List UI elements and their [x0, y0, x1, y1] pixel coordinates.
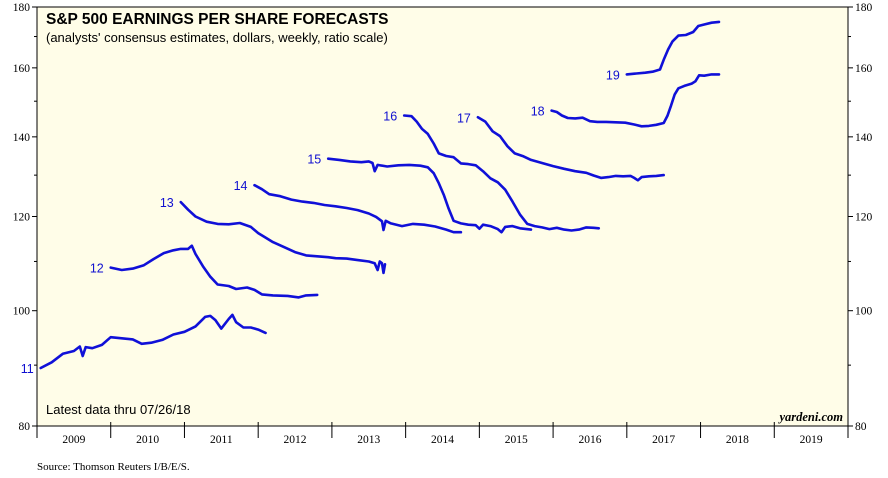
chart-title: S&P 500 EARNINGS PER SHARE FORECASTS	[46, 11, 389, 28]
series-label-15: 15	[307, 153, 321, 167]
y-tick-label-left: 180	[13, 2, 31, 14]
series-label-11: 11	[21, 362, 34, 376]
x-tick-label: 2009	[62, 434, 85, 446]
y-tick-label-right: 120	[855, 212, 873, 224]
x-tick-label: 2015	[505, 434, 528, 446]
y-tick-label-left: 140	[13, 132, 31, 144]
x-tick-label: 2012	[284, 434, 307, 446]
series-label-13: 13	[160, 196, 174, 210]
y-tick-label-right: 160	[855, 63, 873, 75]
series-line-12	[109, 244, 319, 299]
x-tick-label: 2018	[726, 434, 749, 446]
series-label-18: 18	[531, 105, 545, 119]
x-axis: 2009 2010 2011 2012 2013 2014 2015 2016 2017 2018…	[36, 422, 849, 446]
series-line-17	[476, 116, 665, 182]
y-tick-label-left: 160	[13, 63, 31, 75]
series-line-13	[179, 200, 387, 275]
series-label-19: 19	[606, 68, 620, 82]
x-tick-label: 2011	[210, 434, 233, 446]
x-tick-label: 2017	[652, 434, 675, 446]
series-line-11	[39, 313, 267, 370]
y-tick-label-left: 120	[13, 212, 31, 224]
y-tick-label-left: 80	[19, 421, 31, 433]
series-label-17: 17	[457, 111, 471, 125]
series-labels: 11 12 13 14 15 16 17 18 19	[21, 68, 620, 376]
series-line-19	[625, 20, 721, 76]
series-label-12: 12	[90, 262, 104, 276]
source-note: Source: Thomson Reuters I/B/E/S.	[37, 461, 190, 473]
y-tick-label-right: 80	[855, 421, 867, 433]
x-tick-label: 2010	[136, 434, 159, 446]
series-line-16	[402, 114, 601, 232]
x-tick-label: 2014	[431, 434, 454, 446]
x-tick-label: 2019	[800, 434, 823, 446]
series-label-16: 16	[383, 110, 397, 124]
plot-background	[37, 7, 848, 426]
series-line-15	[326, 157, 533, 234]
y-tick-label-left: 100	[13, 306, 31, 318]
y-tick-label-right: 180	[855, 2, 873, 14]
series-label-14: 14	[234, 179, 248, 193]
series-lines	[39, 20, 721, 370]
x-tick-label: 2016	[578, 434, 601, 446]
chart-subtitle: (analysts' consensus estimates, dollars,…	[46, 30, 388, 45]
series-line-18	[550, 73, 721, 128]
credit-label: yardeni.com	[777, 410, 843, 424]
y-tick-label-right: 140	[855, 132, 873, 144]
x-tick-label: 2013	[357, 434, 380, 446]
y-tick-label-right: 100	[855, 306, 873, 318]
latest-data-note: Latest data thru 07/26/18	[46, 402, 191, 417]
y-ticks: 80 80 100 100 120 120 140 140 160 160 180 180	[13, 2, 873, 433]
series-line-14	[253, 183, 463, 234]
